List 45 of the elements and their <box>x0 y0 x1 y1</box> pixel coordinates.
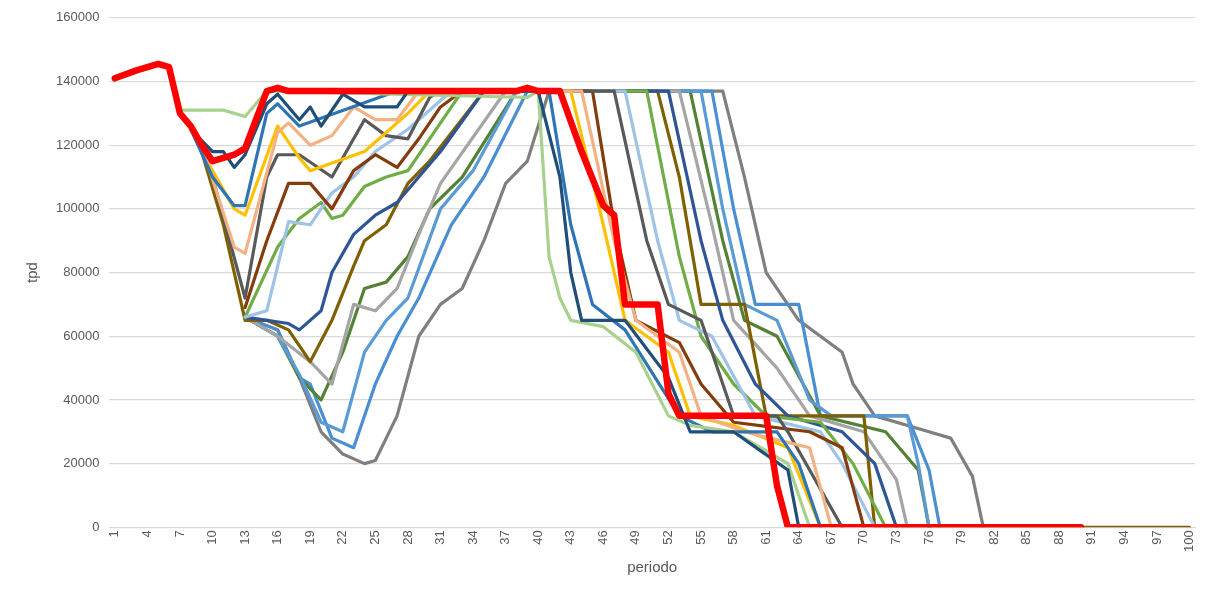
x-tick-label: 19 <box>301 530 317 545</box>
x-tick-label: 73 <box>888 530 904 545</box>
x-tick-label: 49 <box>627 530 643 545</box>
x-tick-label: 16 <box>269 530 285 545</box>
y-tick-label: 120000 <box>55 136 100 152</box>
x-tick-label: 52 <box>660 530 676 545</box>
x-tick-label: 4 <box>138 530 154 538</box>
x-tick-label: 10 <box>204 530 220 545</box>
x-tick-label: 85 <box>1018 530 1034 545</box>
y-tick-label: 20000 <box>63 455 100 471</box>
x-tick-label: 61 <box>757 530 773 545</box>
x-tick-label: 76 <box>920 530 936 545</box>
x-tick-label: 28 <box>399 530 415 545</box>
x-tick-label: 70 <box>855 530 871 545</box>
x-tick-label: 1 <box>106 530 122 538</box>
x-tick-label: 13 <box>236 530 252 545</box>
x-tick-label: 31 <box>432 530 448 545</box>
x-tick-label: 55 <box>692 530 708 545</box>
x-tick-label: 100 <box>1181 530 1197 553</box>
x-tick-label: 43 <box>562 530 578 545</box>
x-tick-label: 79 <box>953 530 969 545</box>
y-tick-label: 80000 <box>63 264 100 280</box>
x-tick-label: 25 <box>366 530 382 545</box>
x-axis-title: periodo <box>627 558 678 576</box>
y-tick-label: 0 <box>92 518 100 534</box>
y-axis-title: tpd <box>23 262 41 283</box>
x-tick-label: 22 <box>334 530 350 545</box>
x-tick-label: 58 <box>725 530 741 545</box>
x-tick-label: 67 <box>822 530 838 545</box>
y-tick-label: 40000 <box>63 391 100 407</box>
y-tick-label: 140000 <box>55 73 100 89</box>
x-tick-label: 46 <box>594 530 610 545</box>
x-tick-label: 40 <box>529 530 545 545</box>
x-tick-label: 97 <box>1148 530 1164 545</box>
y-tick-label: 100000 <box>55 200 100 216</box>
y-tick-label: 160000 <box>55 9 100 25</box>
x-tick-label: 91 <box>1083 530 1099 545</box>
x-tick-label: 64 <box>790 530 806 545</box>
x-tick-label: 88 <box>1050 530 1066 545</box>
y-tick-label: 60000 <box>63 327 100 343</box>
x-tick-label: 7 <box>171 530 187 538</box>
x-tick-label: 37 <box>497 530 513 545</box>
x-tick-label: 34 <box>464 530 480 545</box>
x-tick-label: 94 <box>1116 530 1132 545</box>
x-tick-label: 82 <box>985 530 1001 545</box>
